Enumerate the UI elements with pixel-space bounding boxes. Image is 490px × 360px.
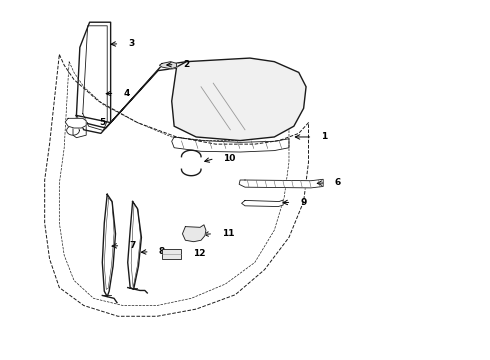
Text: 10: 10 bbox=[223, 154, 236, 163]
Polygon shape bbox=[65, 118, 86, 128]
Text: 12: 12 bbox=[193, 249, 205, 258]
FancyBboxPatch shape bbox=[162, 249, 181, 259]
Polygon shape bbox=[172, 58, 306, 140]
Polygon shape bbox=[182, 225, 206, 242]
Text: 7: 7 bbox=[129, 241, 136, 250]
Text: 2: 2 bbox=[183, 60, 190, 69]
Polygon shape bbox=[159, 62, 176, 69]
Text: 3: 3 bbox=[128, 39, 134, 48]
Text: 5: 5 bbox=[99, 118, 105, 127]
Text: 1: 1 bbox=[321, 132, 327, 141]
Text: 4: 4 bbox=[123, 89, 130, 98]
Text: 8: 8 bbox=[159, 247, 165, 256]
Text: 6: 6 bbox=[334, 178, 341, 187]
Polygon shape bbox=[242, 200, 283, 207]
Polygon shape bbox=[239, 179, 323, 188]
Text: 11: 11 bbox=[222, 229, 235, 238]
Text: 9: 9 bbox=[300, 198, 307, 207]
